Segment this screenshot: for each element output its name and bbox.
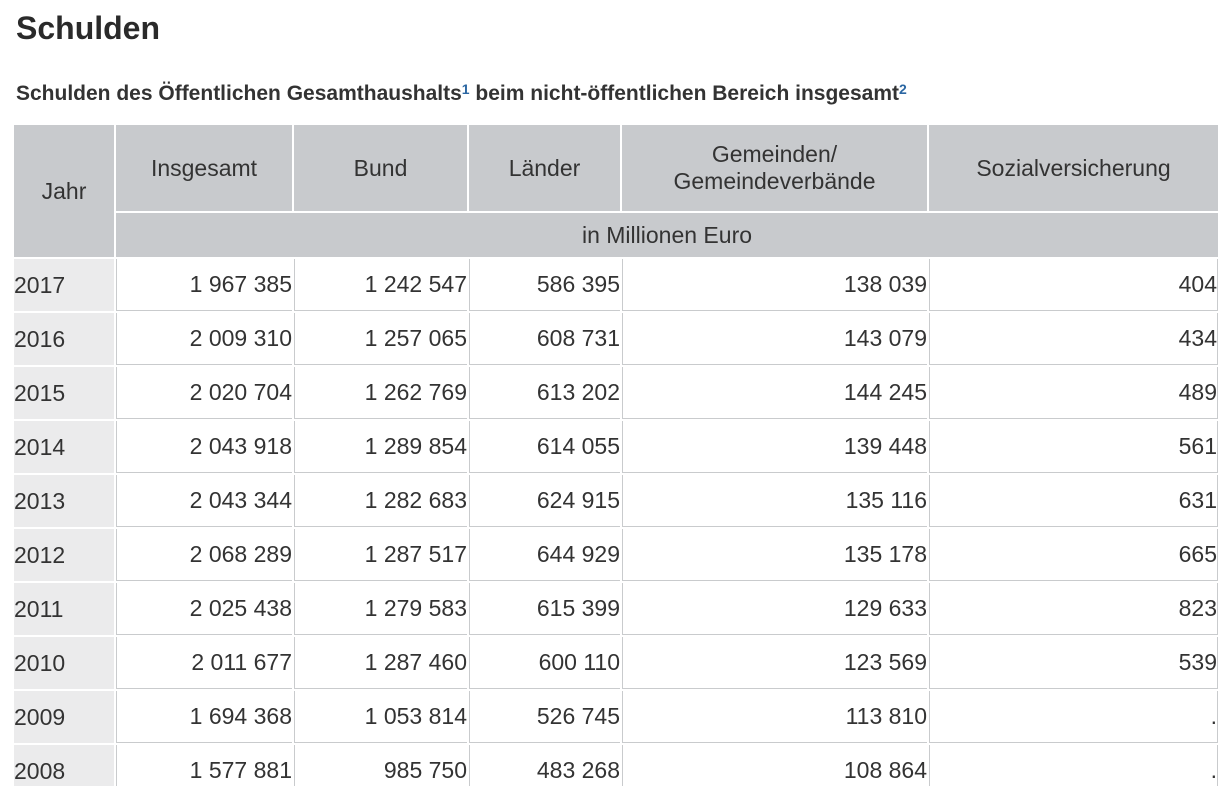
cell-gemeinden: 113 810: [622, 691, 927, 743]
table-row-2008: 2008 1 577 881 985 750 483 268 108 864 .: [14, 745, 1218, 786]
table-row-2016: 2016 2 009 310 1 257 065 608 731 143 079…: [14, 313, 1218, 365]
col-header-gemeinden-line1: Gemeinden/: [711, 141, 838, 167]
cell-sozialversicherung: 489: [929, 367, 1218, 419]
cell-insgesamt: 1 577 881: [116, 745, 292, 786]
table-row-2014: 2014 2 043 918 1 289 854 614 055 139 448…: [14, 421, 1218, 473]
cell-insgesamt: 2 043 918: [116, 421, 292, 473]
footnote-2-sup: 2: [899, 81, 907, 97]
subtitle-part-2: beim nicht-öffentlichen Bereich insgesam…: [475, 82, 900, 105]
cell-gemeinden: 144 245: [622, 367, 927, 419]
cell-gemeinden: 129 633: [622, 583, 927, 635]
table-row-2011: 2011 2 025 438 1 279 583 615 399 129 633…: [14, 583, 1218, 635]
row-header-year: 2009: [14, 691, 114, 743]
row-header-year: 2012: [14, 529, 114, 581]
row-header-year: 2015: [14, 367, 114, 419]
row-header-year: 2014: [14, 421, 114, 473]
cell-sozialversicherung: 665: [929, 529, 1218, 581]
table-row-2010: 2010 2 011 677 1 287 460 600 110 123 569…: [14, 637, 1218, 689]
cell-gemeinden: 139 448: [622, 421, 927, 473]
col-header-gemeinden-line2: Gemeindeverbände: [673, 168, 876, 194]
cell-sozialversicherung: 539: [929, 637, 1218, 689]
table-row-2017: 2017 1 967 385 1 242 547 586 395 138 039…: [14, 259, 1218, 311]
cell-laender: 608 731: [469, 313, 620, 365]
cell-laender: 483 268: [469, 745, 620, 786]
row-header-year: 2008: [14, 745, 114, 786]
cell-bund: 1 257 065: [294, 313, 467, 365]
row-header-year: 2017: [14, 259, 114, 311]
cell-insgesamt: 2 009 310: [116, 313, 292, 365]
unit-header: in Millionen Euro: [116, 213, 1218, 257]
cell-bund: 1 262 769: [294, 367, 467, 419]
subtitle-part-1: Schulden des Öffentlichen Gesamthaushalt…: [16, 82, 462, 105]
row-header-year: 2013: [14, 475, 114, 527]
cell-laender: 613 202: [469, 367, 620, 419]
cell-laender: 615 399: [469, 583, 620, 635]
cell-gemeinden: 135 116: [622, 475, 927, 527]
table-row-2015: 2015 2 020 704 1 262 769 613 202 144 245…: [14, 367, 1218, 419]
col-header-sozialversicherung: Sozialversicherung: [929, 125, 1218, 211]
cell-laender: 614 055: [469, 421, 620, 473]
cell-sozialversicherung: 823: [929, 583, 1218, 635]
col-header-insgesamt: Insgesamt: [116, 125, 292, 211]
cell-laender: 586 395: [469, 259, 620, 311]
cell-bund: 1 282 683: [294, 475, 467, 527]
cell-gemeinden: 123 569: [622, 637, 927, 689]
row-header-year: 2010: [14, 637, 114, 689]
cell-insgesamt: 2 068 289: [116, 529, 292, 581]
col-header-laender: Länder: [469, 125, 620, 211]
cell-insgesamt: 2 020 704: [116, 367, 292, 419]
cell-insgesamt: 2 025 438: [116, 583, 292, 635]
row-header-year: 2016: [14, 313, 114, 365]
cell-laender: 526 745: [469, 691, 620, 743]
col-header-jahr: Jahr: [14, 125, 114, 257]
cell-insgesamt: 1 694 368: [116, 691, 292, 743]
table-subtitle: Schulden des Öffentlichen Gesamthaushalt…: [16, 81, 1228, 106]
cell-sozialversicherung: 434: [929, 313, 1218, 365]
cell-sozialversicherung: 404: [929, 259, 1218, 311]
cell-sozialversicherung: 631: [929, 475, 1218, 527]
cell-insgesamt: 2 011 677: [116, 637, 292, 689]
cell-sozialversicherung: 561: [929, 421, 1218, 473]
cell-laender: 600 110: [469, 637, 620, 689]
unit-header-row: in Millionen Euro: [14, 213, 1218, 257]
cell-bund: 1 242 547: [294, 259, 467, 311]
cell-gemeinden: 135 178: [622, 529, 927, 581]
page-title: Schulden: [16, 10, 161, 46]
col-header-bund: Bund: [294, 125, 467, 211]
cell-gemeinden: 108 864: [622, 745, 927, 786]
table-row-2012: 2012 2 068 289 1 287 517 644 929 135 178…: [14, 529, 1218, 581]
cell-gemeinden: 143 079: [622, 313, 927, 365]
cell-sozialversicherung: .: [929, 745, 1218, 786]
col-header-gemeinden: Gemeinden/Gemeindeverbände: [622, 125, 927, 211]
cell-bund: 1 053 814: [294, 691, 467, 743]
cell-bund: 985 750: [294, 745, 467, 786]
cell-laender: 644 929: [469, 529, 620, 581]
cell-bund: 1 279 583: [294, 583, 467, 635]
cell-bund: 1 287 460: [294, 637, 467, 689]
cell-insgesamt: 1 967 385: [116, 259, 292, 311]
cell-bund: 1 287 517: [294, 529, 467, 581]
schulden-table: Jahr Insgesamt Bund Länder Gemeinden/Gem…: [12, 123, 1220, 786]
cell-bund: 1 289 854: [294, 421, 467, 473]
footnote-1-sup: 1: [462, 81, 470, 97]
cell-gemeinden: 138 039: [622, 259, 927, 311]
footnote-2-link[interactable]: 2: [899, 81, 907, 97]
table-row-2009: 2009 1 694 368 1 053 814 526 745 113 810…: [14, 691, 1218, 743]
row-header-year: 2011: [14, 583, 114, 635]
table-row-2013: 2013 2 043 344 1 282 683 624 915 135 116…: [14, 475, 1218, 527]
cell-laender: 624 915: [469, 475, 620, 527]
cell-sozialversicherung: .: [929, 691, 1218, 743]
cell-insgesamt: 2 043 344: [116, 475, 292, 527]
column-header-row: Jahr Insgesamt Bund Länder Gemeinden/Gem…: [14, 125, 1218, 257]
footnote-1-link[interactable]: 1: [461, 81, 470, 97]
